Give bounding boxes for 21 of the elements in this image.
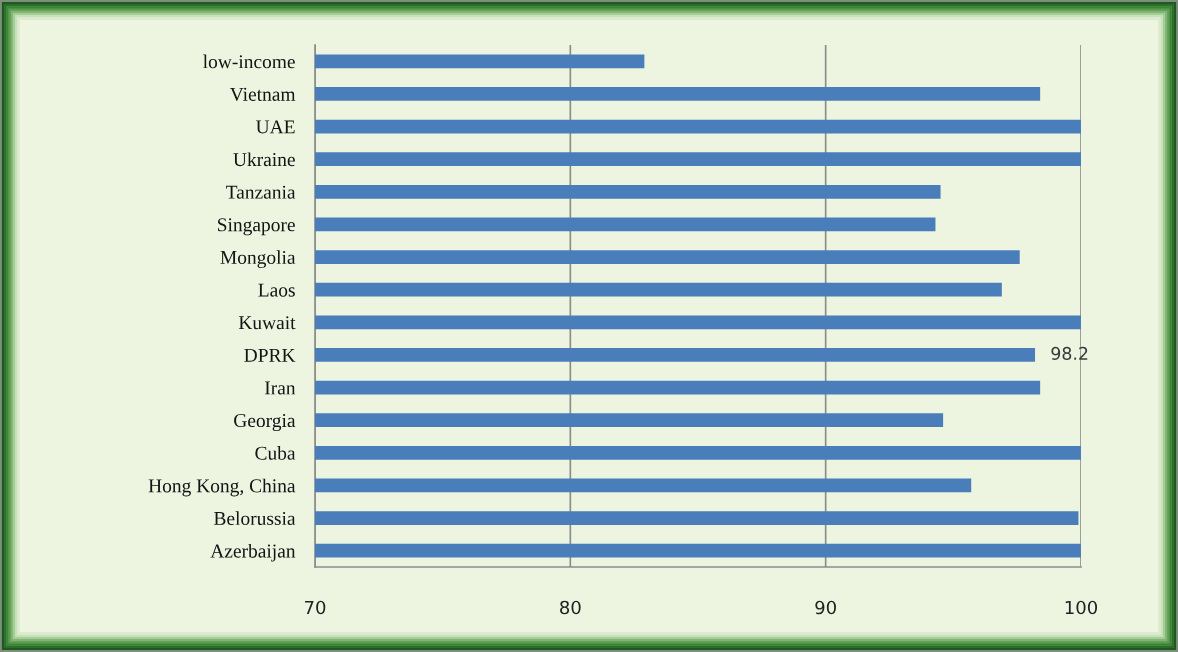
x-tick-label: 70 [304,600,326,615]
y-tick-label: Singapore [218,218,295,236]
y-tick-label: Vietnam [229,87,296,101]
y-tick-label: Belorussia [214,511,296,525]
y-tick-label: DPRK [244,348,296,362]
y-tick-label: Ukraine [233,152,295,167]
data-label: 98.2 [1051,346,1088,360]
y-tick-label: Cuba [255,446,296,460]
y-tick-label: Kuwait [238,316,296,330]
y-tick-label: Tanzania [226,185,296,199]
x-tick-label: 90 [815,600,836,615]
y-tick-label: Azerbaijan [210,543,296,562]
y-tick-label: Hong Kong, China [148,478,296,497]
y-tick-label: Iran [264,381,296,395]
x-tick-label: 80 [560,600,581,615]
x-tick-label: 100 [1065,600,1098,615]
y-tick-label: UAE [256,120,295,134]
y-tick-label: Laos [258,283,295,297]
y-tick-label: Georgia [234,414,296,432]
y-tick-label: low-income [203,54,295,69]
y-tick-label: Mongolia [220,250,296,268]
